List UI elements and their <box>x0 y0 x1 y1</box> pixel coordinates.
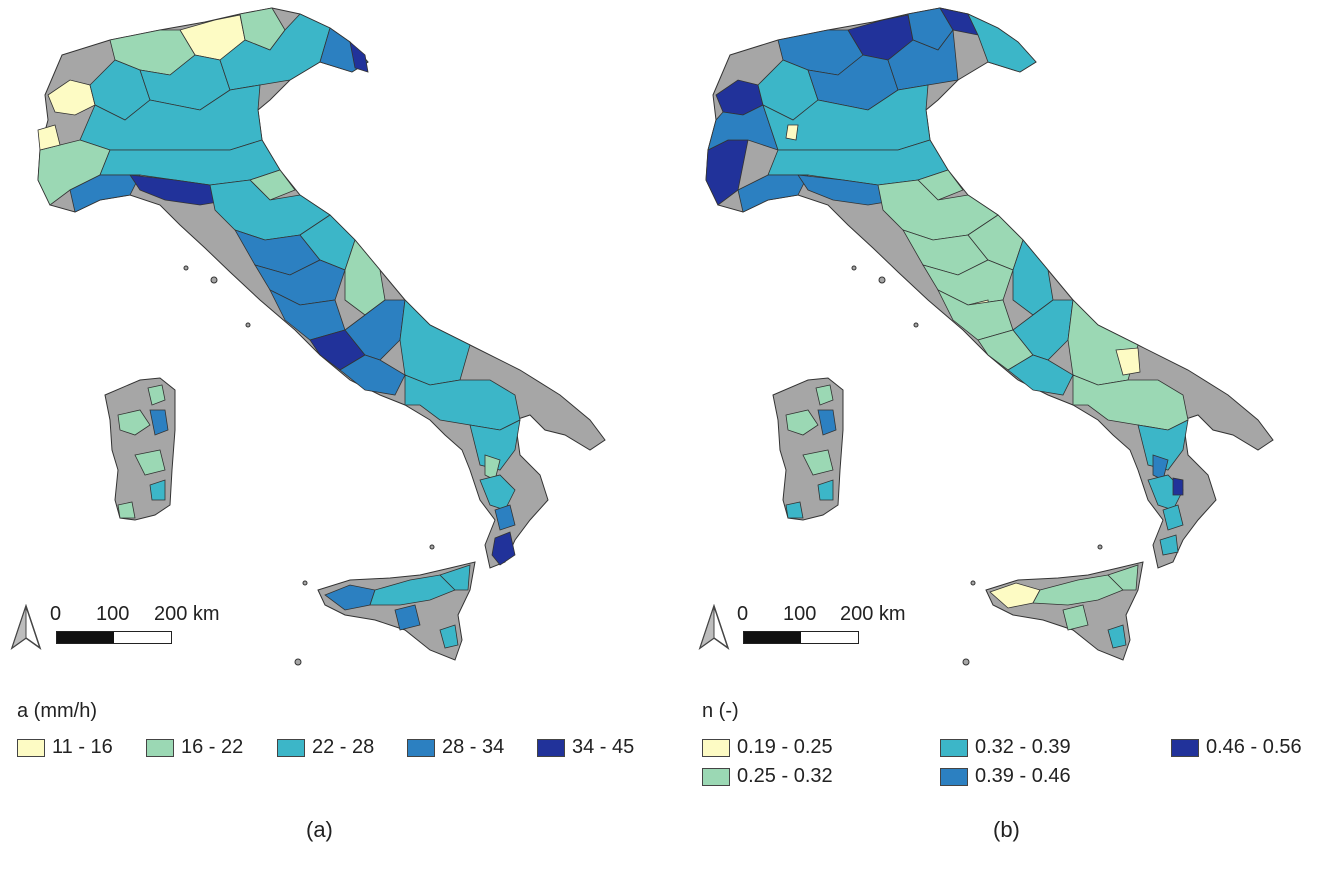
legend-item: 11 - 16 <box>17 736 113 759</box>
legend-swatch <box>940 767 968 786</box>
legend-swatch <box>1171 738 1199 757</box>
legend-swatch <box>277 738 305 757</box>
legend-label: 0.19 - 0.25 <box>737 736 833 758</box>
legend-swatch <box>702 738 730 757</box>
legend-label: 0.32 - 0.39 <box>975 736 1071 758</box>
panel-caption-a: (a) <box>306 817 333 842</box>
legend-swatch <box>146 738 174 757</box>
map-panel-a: 0 100 200 km a (mm/h) 11 - 16 16 - 22 22… <box>0 0 667 870</box>
legend-item: 0.32 - 0.39 <box>940 736 1071 759</box>
legend-item: 28 - 34 <box>407 736 504 759</box>
panel-caption-b: (b) <box>993 817 1020 842</box>
scale-tick-200: 200 km <box>840 603 906 625</box>
legend-item: 34 - 45 <box>537 736 634 759</box>
legend-label: 0.46 - 0.56 <box>1206 736 1302 758</box>
scale-bar-black-segment <box>744 632 801 643</box>
legend-swatch <box>940 738 968 757</box>
legend-label: 16 - 22 <box>181 736 244 758</box>
scale-bar-black-segment <box>57 632 114 643</box>
north-arrow-icon <box>698 604 730 650</box>
scale-tick-100: 100 <box>96 603 130 625</box>
legend-title: n (-) <box>702 700 739 722</box>
basins-layer <box>705 7 1189 649</box>
scale-bar-white-segment <box>801 632 858 643</box>
legend-swatch <box>407 738 435 757</box>
legend-label: 28 - 34 <box>442 736 505 758</box>
basins-layer <box>37 7 521 649</box>
map-panel-b: 0 100 200 km n (-) 0.19 - 0.25 0.25 - 0.… <box>668 0 1335 870</box>
scale-bar-white-segment <box>114 632 171 643</box>
legend-swatch <box>537 738 565 757</box>
legend-item: 22 - 28 <box>277 736 374 759</box>
legend-item: 0.25 - 0.32 <box>702 765 833 788</box>
italy-map-b <box>705 7 1274 666</box>
scale-tick-100: 100 <box>783 603 817 625</box>
legend-label: 0.39 - 0.46 <box>975 765 1071 787</box>
legend-swatch <box>702 767 730 786</box>
legend-label: 22 - 28 <box>312 736 375 758</box>
legend-item: 0.39 - 0.46 <box>940 765 1071 788</box>
italy-map-a <box>37 7 606 666</box>
scale-tick-0: 0 <box>50 603 62 625</box>
scale-tick-0: 0 <box>737 603 749 625</box>
scale-tick-200: 200 km <box>154 603 220 625</box>
legend-label: 0.25 - 0.32 <box>737 765 833 787</box>
scale-bar <box>56 631 172 644</box>
legend-title: a (mm/h) <box>17 700 97 722</box>
legend-item: 16 - 22 <box>146 736 243 759</box>
legend-label: 34 - 45 <box>572 736 635 758</box>
north-arrow-icon <box>10 604 42 650</box>
legend-item: 0.46 - 0.56 <box>1171 736 1302 759</box>
legend-label: 11 - 16 <box>52 736 113 758</box>
legend-item: 0.19 - 0.25 <box>702 736 833 759</box>
scale-bar <box>743 631 859 644</box>
legend-swatch <box>17 738 45 757</box>
